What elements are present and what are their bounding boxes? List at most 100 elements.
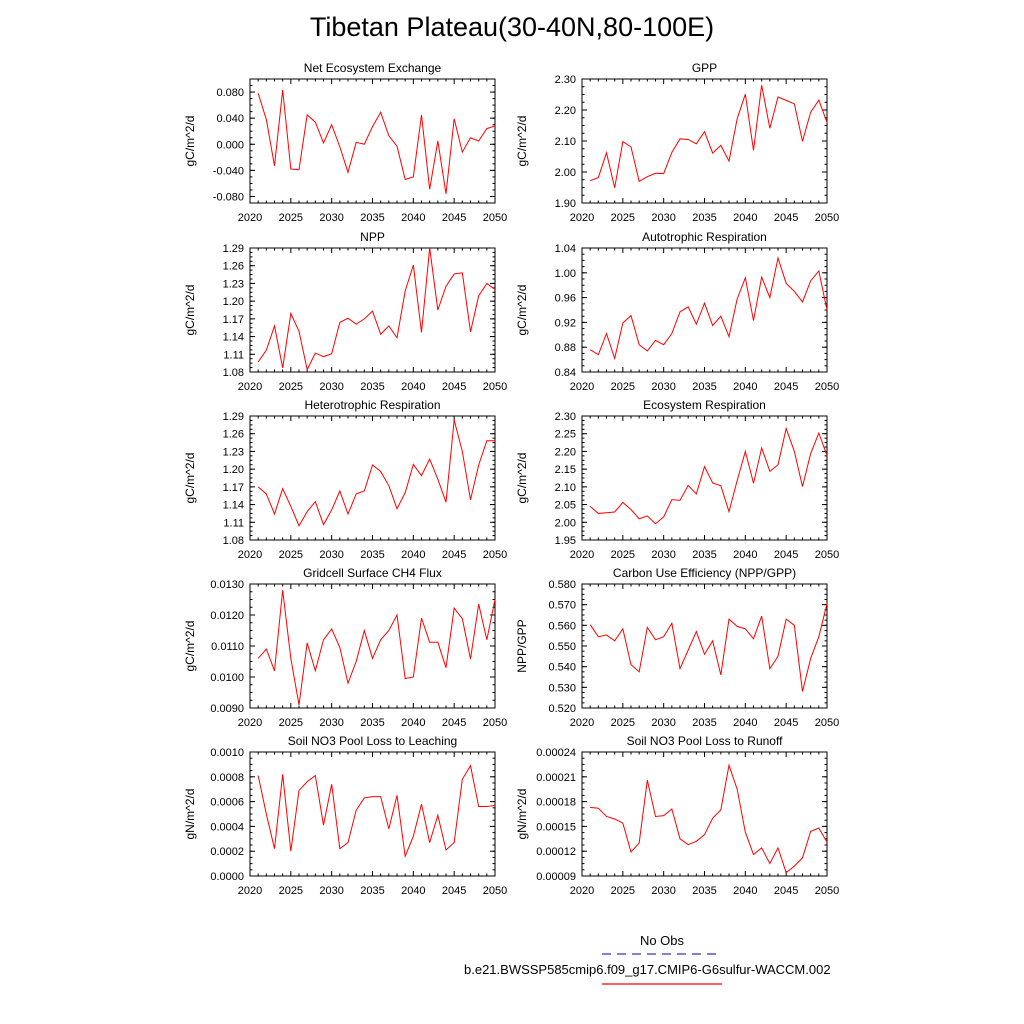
x-tick-label: 2020	[570, 885, 594, 897]
y-tick-label: 2.30	[555, 411, 576, 423]
y-tick-label: 0.530	[548, 682, 576, 694]
plot-frame	[249, 78, 496, 204]
x-tick-label: 2020	[238, 549, 262, 561]
y-tick-label: 0.00024	[536, 747, 576, 759]
y-axis-label: gC/m^2/d	[515, 453, 529, 504]
y-tick-label: 0.96	[555, 293, 576, 305]
y-tick-label: 1.26	[223, 429, 244, 441]
x-tick-label: 2040	[401, 212, 425, 224]
x-tick-label: 2050	[815, 212, 839, 224]
x-tick-label: 2035	[692, 381, 716, 393]
x-tick-label: 2030	[651, 549, 675, 561]
x-tick-label: 2030	[651, 717, 675, 729]
legend-swatch-run	[602, 983, 722, 985]
x-tick-label: 2020	[570, 212, 594, 224]
series-line	[257, 764, 496, 859]
x-tick-label: 2040	[401, 885, 425, 897]
y-tick-label: 1.29	[223, 411, 244, 423]
panel-2: GPP 2020 2025 2030 2035 2040 2045 2050 2.30 2.20 2…	[515, 61, 839, 224]
y-tick-label: 1.17	[223, 314, 244, 326]
y-tick-label: -0.040	[213, 165, 244, 177]
panel-title: Ecosystem Respiration	[643, 398, 766, 412]
x-tick-label: 2045	[442, 549, 466, 561]
y-tick-label: 2.20	[555, 446, 576, 458]
y-tick-label: 0.0120	[210, 610, 244, 622]
x-tick-label: 2050	[815, 717, 839, 729]
y-tick-label: 0.580	[548, 579, 576, 591]
x-tick-label: 2040	[733, 381, 757, 393]
y-tick-label: 0.560	[548, 620, 576, 632]
y-tick-label: 0.040	[216, 113, 244, 125]
panel-7: Gridcell Surface CH4 Flux 2020 2025 2030 203…	[183, 566, 507, 729]
plot-frame	[581, 247, 828, 373]
y-axis-label: NPP/GPP	[515, 619, 529, 672]
series-line	[257, 590, 496, 705]
y-tick-label: 0.00015	[536, 821, 576, 833]
plot-frame	[581, 78, 828, 204]
series-line	[257, 90, 496, 194]
panel-8: Carbon Use Efficiency (NPP/GPP) 2020 2025 2…	[515, 566, 839, 729]
legend-label-run: b.e21.BWSSP585cmip6.f09_g17.CMIP6-G6sulf…	[464, 962, 831, 977]
y-tick-label: 1.08	[223, 367, 244, 379]
x-tick-label: 2020	[570, 381, 594, 393]
plot-frame	[249, 247, 496, 373]
x-tick-label: 2025	[279, 549, 303, 561]
x-tick-label: 2020	[238, 381, 262, 393]
x-tick-label: 2020	[570, 549, 594, 561]
y-tick-label: 1.23	[223, 278, 244, 290]
y-tick-label: 0.0110	[211, 641, 244, 653]
y-tick-label: 2.30	[555, 74, 576, 86]
x-tick-label: 2030	[651, 381, 675, 393]
y-tick-label: 0.000	[216, 139, 244, 151]
x-tick-label: 2035	[692, 885, 716, 897]
y-tick-label: 1.14	[223, 332, 244, 344]
y-tick-label: 1.90	[555, 198, 576, 210]
y-tick-label: 0.0010	[210, 747, 244, 759]
x-tick-label: 2035	[360, 885, 384, 897]
y-axis-label: gC/m^2/d	[183, 453, 197, 504]
y-axis-label: gC/m^2/d	[515, 285, 529, 336]
y-tick-label: 0.0008	[210, 772, 244, 784]
panel-title: GPP	[692, 61, 717, 75]
y-tick-label: 2.20	[555, 105, 576, 117]
panel-title: Soil NO3 Pool Loss to Leaching	[288, 734, 457, 748]
y-tick-label: 1.95	[555, 535, 576, 547]
legend-label-no-obs: No Obs	[639, 933, 685, 948]
panel-title: NPP	[360, 230, 385, 244]
y-tick-label: 0.540	[548, 662, 576, 674]
x-tick-label: 2030	[651, 212, 675, 224]
y-tick-label: 1.20	[223, 464, 244, 476]
y-axis-label: gC/m^2/d	[515, 116, 529, 167]
x-tick-label: 2025	[279, 381, 303, 393]
y-tick-label: 0.550	[548, 641, 576, 653]
x-tick-label: 2050	[815, 381, 839, 393]
y-axis-label: gC/m^2/d	[183, 621, 197, 672]
y-tick-label: 2.25	[555, 429, 576, 441]
y-tick-label: 1.00	[555, 268, 576, 280]
panel-5: Heterotrophic Respiration 2020 2025 2030 203…	[183, 398, 507, 561]
x-tick-label: 2045	[442, 885, 466, 897]
y-tick-label: 1.17	[223, 482, 244, 494]
x-tick-label: 2050	[815, 885, 839, 897]
y-tick-label: 0.080	[216, 87, 244, 99]
y-tick-label: 0.570	[548, 600, 576, 612]
y-tick-label: 0.88	[555, 342, 576, 354]
x-tick-label: 2020	[238, 717, 262, 729]
x-tick-label: 2035	[692, 717, 716, 729]
y-tick-label: 1.26	[223, 261, 244, 273]
y-tick-label: 1.11	[223, 517, 244, 529]
plot-frame	[249, 583, 496, 709]
x-tick-label: 2045	[442, 717, 466, 729]
series-line	[589, 255, 828, 361]
x-tick-label: 2040	[733, 885, 757, 897]
series-line	[257, 247, 496, 372]
x-tick-label: 2045	[774, 212, 798, 224]
series-line	[590, 763, 828, 874]
y-tick-label: 0.0100	[210, 672, 244, 684]
x-tick-label: 2035	[692, 212, 716, 224]
x-tick-label: 2045	[774, 381, 798, 393]
y-axis-label: gN/m^2/d	[515, 789, 529, 840]
y-tick-label: 0.00018	[536, 797, 576, 809]
x-tick-label: 2030	[319, 381, 343, 393]
panel-title: Soil NO3 Pool Loss to Runoff	[627, 734, 784, 748]
